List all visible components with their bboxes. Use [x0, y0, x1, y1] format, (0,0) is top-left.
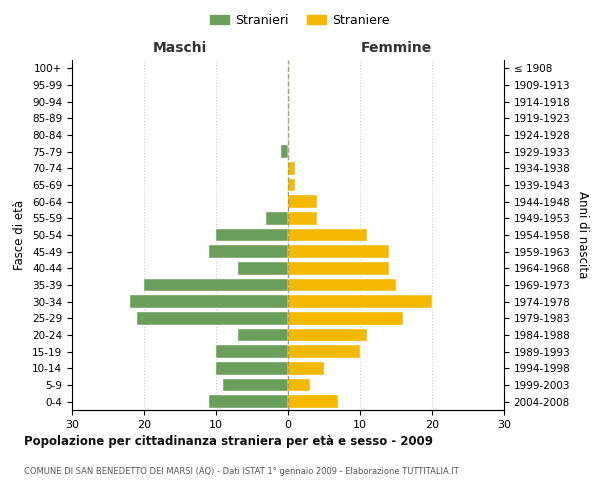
- Bar: [216, 362, 288, 374]
- Bar: [288, 196, 317, 208]
- Bar: [288, 262, 389, 274]
- Text: Femmine: Femmine: [361, 41, 431, 55]
- Bar: [238, 262, 288, 274]
- Y-axis label: Anni di nascita: Anni di nascita: [576, 192, 589, 278]
- Bar: [288, 329, 367, 341]
- Bar: [209, 396, 288, 408]
- Bar: [137, 312, 288, 324]
- Bar: [266, 212, 288, 224]
- Bar: [288, 379, 310, 391]
- Bar: [288, 346, 360, 358]
- Bar: [223, 379, 288, 391]
- Text: Maschi: Maschi: [153, 41, 207, 55]
- Text: Popolazione per cittadinanza straniera per età e sesso - 2009: Popolazione per cittadinanza straniera p…: [24, 435, 433, 448]
- Bar: [288, 179, 295, 192]
- Bar: [288, 212, 317, 224]
- Y-axis label: Fasce di età: Fasce di età: [13, 200, 26, 270]
- Bar: [216, 229, 288, 241]
- Bar: [288, 279, 396, 291]
- Bar: [288, 362, 324, 374]
- Legend: Stranieri, Straniere: Stranieri, Straniere: [205, 8, 395, 32]
- Bar: [144, 279, 288, 291]
- Text: COMUNE DI SAN BENEDETTO DEI MARSI (AQ) - Dati ISTAT 1° gennaio 2009 - Elaborazio: COMUNE DI SAN BENEDETTO DEI MARSI (AQ) -…: [24, 468, 459, 476]
- Bar: [281, 146, 288, 158]
- Bar: [238, 329, 288, 341]
- Bar: [288, 296, 432, 308]
- Bar: [130, 296, 288, 308]
- Bar: [209, 246, 288, 258]
- Bar: [216, 346, 288, 358]
- Bar: [288, 162, 295, 174]
- Bar: [288, 312, 403, 324]
- Bar: [288, 229, 367, 241]
- Bar: [288, 396, 338, 408]
- Bar: [288, 246, 389, 258]
